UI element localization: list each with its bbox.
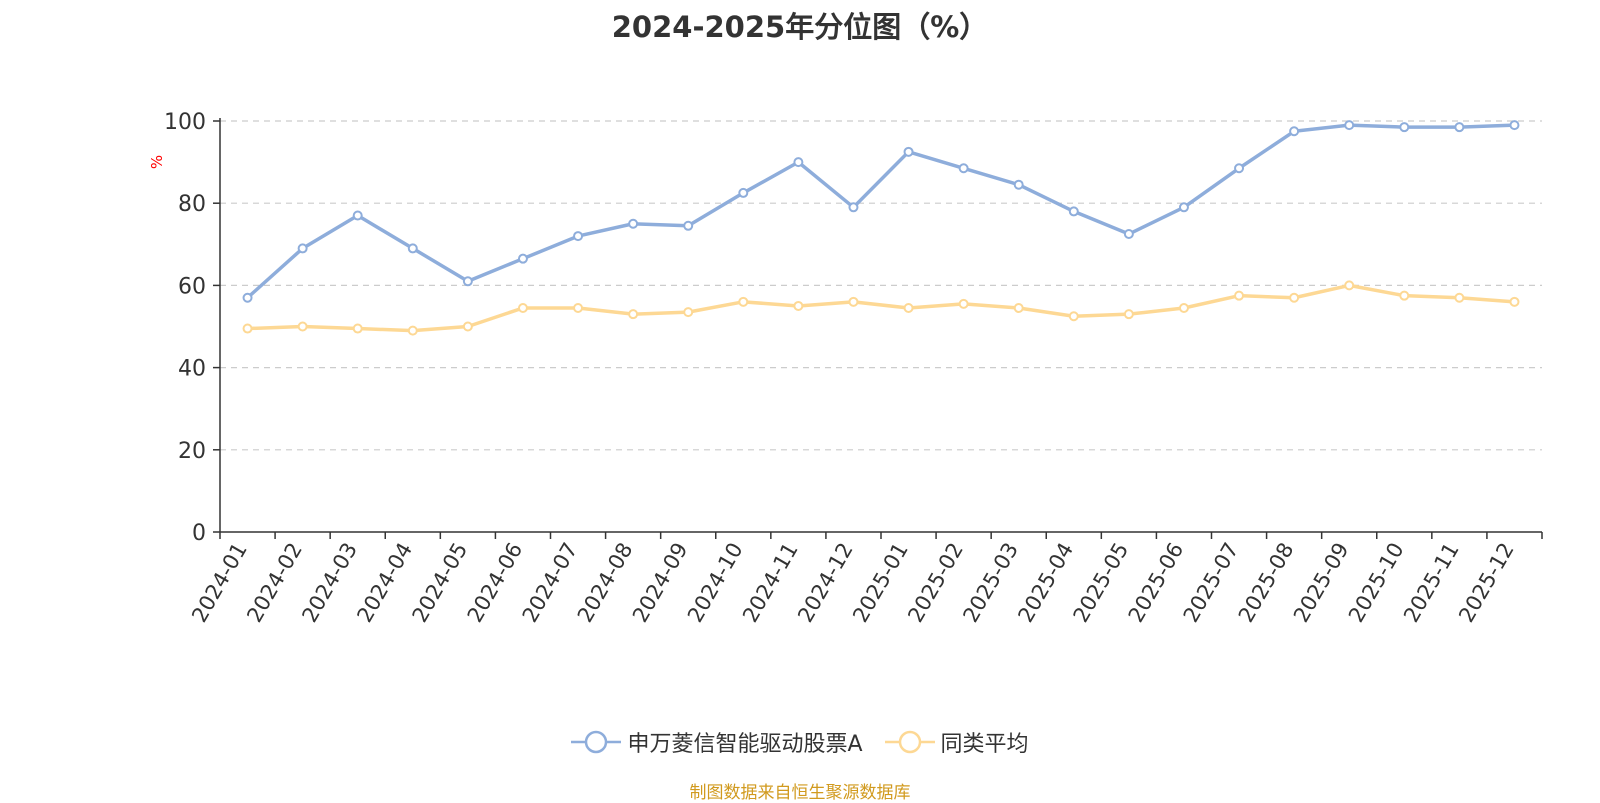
legend-item-series-b[interactable]: 同类平均 <box>884 726 1029 758</box>
y-tick-label: 20 <box>178 439 206 464</box>
data-point <box>903 303 914 314</box>
data-point <box>683 220 694 231</box>
legend-line-circle-icon <box>884 730 935 754</box>
data-point <box>848 202 859 213</box>
data-point <box>242 292 253 303</box>
legend-label-series-a: 申万菱信智能驱动股票A <box>627 732 863 757</box>
data-point <box>352 210 363 221</box>
data-point <box>628 218 639 229</box>
y-tick-label: 40 <box>178 357 206 382</box>
data-point <box>1509 296 1520 307</box>
x-tick-label: 2025-12 <box>1454 539 1519 627</box>
data-point <box>1013 303 1024 314</box>
source-note: 制图数据来自恒生聚源数据库 <box>689 783 911 803</box>
data-point <box>1399 122 1410 133</box>
data-point <box>1234 290 1245 301</box>
series-a <box>242 120 1520 303</box>
data-point <box>1289 126 1300 137</box>
data-point <box>1178 202 1189 213</box>
data-point <box>1399 290 1410 301</box>
data-point <box>738 296 749 307</box>
series-line <box>247 283 1515 333</box>
legend: 申万菱信智能驱动股票A 同类平均 <box>0 724 1600 760</box>
legend-item-series-a[interactable]: 申万菱信智能驱动股票A <box>571 726 863 758</box>
y-tick-label: 80 <box>178 192 206 217</box>
data-point <box>517 253 528 264</box>
data-point <box>628 309 639 320</box>
data-point <box>958 298 969 309</box>
data-point <box>573 231 584 242</box>
data-point <box>1454 122 1465 133</box>
data-point <box>793 157 804 168</box>
data-point <box>1234 163 1245 174</box>
data-point <box>517 303 528 314</box>
data-point <box>1123 309 1134 320</box>
legend-label-series-b: 同类平均 <box>940 732 1029 757</box>
y-tick-label: 0 <box>192 521 206 546</box>
data-point <box>407 243 418 254</box>
y-axis-unit-label: % <box>148 155 166 169</box>
data-point <box>297 321 308 332</box>
data-point <box>1289 292 1300 303</box>
data-point <box>1013 179 1024 190</box>
data-point <box>1178 303 1189 314</box>
data-point <box>1344 120 1355 131</box>
data-point <box>573 303 584 314</box>
data-point <box>297 243 308 254</box>
data-point <box>462 276 473 287</box>
series-line <box>246 123 1515 300</box>
data-point <box>1068 311 1079 322</box>
data-point <box>848 296 859 307</box>
data-point <box>958 163 969 174</box>
data-point <box>793 300 804 311</box>
data-point <box>242 323 253 334</box>
data-point <box>407 325 418 336</box>
data-point <box>1068 206 1079 217</box>
chart-title: 2024-2025年分位图（%） <box>611 10 989 44</box>
data-point <box>1344 280 1355 291</box>
y-tick-label: 60 <box>178 274 206 299</box>
data-point <box>903 146 914 157</box>
data-point <box>1509 120 1520 131</box>
legend-line-circle-icon <box>571 730 622 754</box>
series-b <box>242 280 1520 336</box>
data-point <box>683 307 694 318</box>
y-tick-label: 100 <box>164 110 206 135</box>
data-point <box>462 321 473 332</box>
data-point <box>738 187 749 198</box>
data-point <box>1123 229 1134 240</box>
data-point <box>1454 292 1465 303</box>
data-point <box>352 323 363 334</box>
